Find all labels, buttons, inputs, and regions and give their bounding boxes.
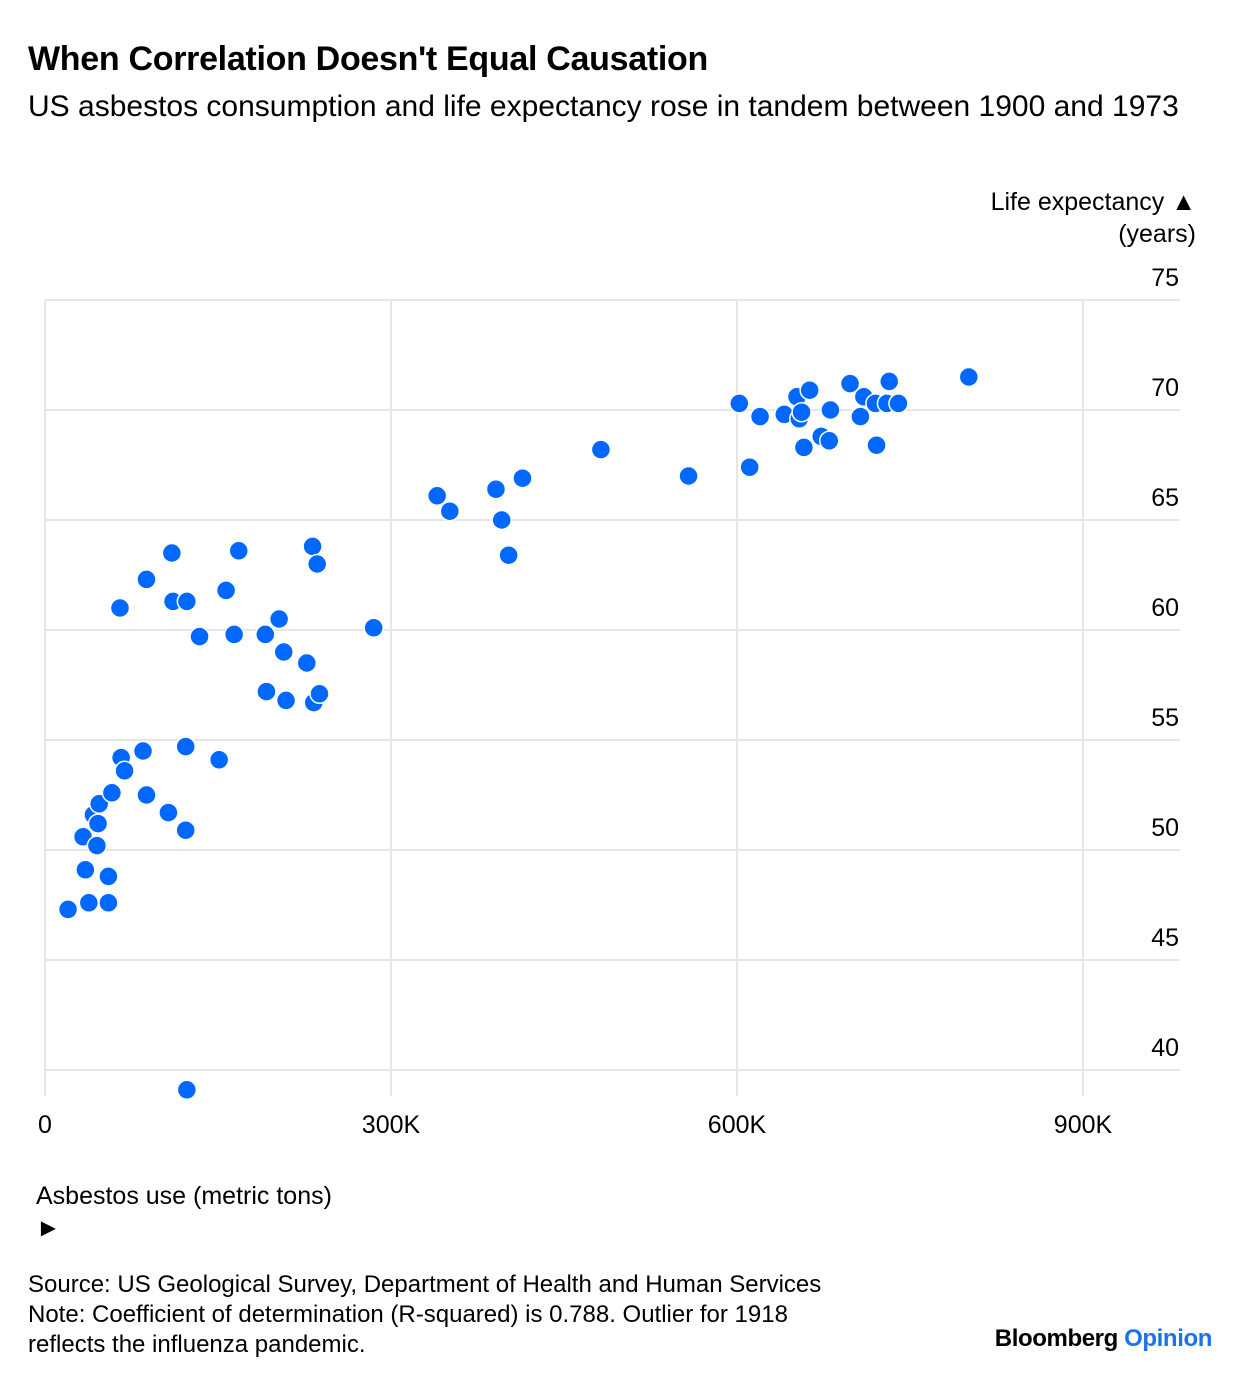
x-tick-label: 0 bbox=[38, 1111, 52, 1139]
data-point bbox=[175, 736, 196, 757]
x-tick-label: 600K bbox=[708, 1111, 767, 1139]
data-point bbox=[749, 406, 771, 427]
brand-bloomberg: Bloomberg bbox=[994, 1325, 1118, 1352]
data-point bbox=[309, 683, 330, 705]
data-point bbox=[306, 553, 328, 575]
data-point bbox=[729, 393, 750, 414]
data-point bbox=[78, 892, 100, 914]
y-tick-label: 70 bbox=[1151, 374, 1179, 402]
chart-title: When Correlation Doesn't Equal Causation bbox=[28, 40, 708, 78]
data-point bbox=[799, 379, 820, 401]
data-point bbox=[678, 465, 699, 487]
data-point bbox=[793, 437, 815, 458]
data-point bbox=[208, 749, 230, 771]
source-note: Source: US Geological Survey, Department… bbox=[28, 1271, 822, 1298]
note-line-1: Note: Coefficient of determination (R-sq… bbox=[28, 1301, 788, 1328]
data-point bbox=[866, 434, 887, 456]
y-tick-label: 65 bbox=[1151, 484, 1179, 512]
data-point bbox=[819, 430, 840, 452]
data-point bbox=[296, 652, 318, 674]
data-point bbox=[850, 406, 871, 427]
data-point bbox=[739, 456, 760, 478]
data-point bbox=[485, 478, 507, 500]
data-point bbox=[439, 500, 461, 522]
data-point bbox=[878, 371, 900, 392]
data-point-layer bbox=[57, 366, 980, 1101]
data-point bbox=[791, 401, 812, 423]
x-tick-label: 900K bbox=[1054, 1111, 1113, 1139]
data-point bbox=[75, 859, 96, 881]
data-point bbox=[512, 467, 533, 489]
data-point bbox=[176, 591, 198, 612]
brand-opinion: Opinion bbox=[1124, 1325, 1212, 1352]
y-axis-label: Life expectancy ▲ (years) bbox=[991, 186, 1196, 250]
data-point bbox=[132, 740, 154, 762]
data-point bbox=[426, 485, 448, 507]
x-tick-label: 300K bbox=[362, 1111, 421, 1139]
data-point bbox=[161, 542, 183, 564]
footer: Source: US Geological Survey, Department… bbox=[28, 1270, 821, 1360]
data-point bbox=[175, 819, 196, 841]
data-point bbox=[223, 624, 245, 645]
data-point bbox=[273, 641, 294, 663]
data-point bbox=[136, 569, 157, 590]
data-point bbox=[98, 892, 119, 914]
data-point bbox=[363, 617, 384, 639]
data-point bbox=[888, 393, 909, 414]
data-point bbox=[256, 681, 277, 702]
y-tick-label: 50 bbox=[1151, 814, 1179, 842]
y-tick-label: 75 bbox=[1151, 264, 1179, 292]
data-point bbox=[590, 439, 612, 460]
data-point bbox=[136, 784, 157, 806]
data-point bbox=[114, 760, 135, 782]
data-point bbox=[189, 626, 210, 647]
data-point bbox=[158, 802, 179, 823]
data-point bbox=[101, 782, 123, 804]
y-axis-label-line2: (years) bbox=[1118, 220, 1196, 248]
y-tick-label: 60 bbox=[1151, 594, 1179, 622]
data-point bbox=[57, 899, 79, 920]
data-point bbox=[228, 540, 250, 562]
y-tick-label: 55 bbox=[1151, 704, 1179, 732]
data-point bbox=[302, 536, 323, 557]
data-point bbox=[268, 608, 290, 630]
data-point bbox=[98, 866, 119, 887]
data-point bbox=[215, 580, 237, 601]
data-point bbox=[109, 597, 131, 619]
data-point bbox=[275, 690, 297, 711]
data-point bbox=[255, 624, 276, 645]
data-point bbox=[87, 813, 109, 834]
note-line-2: reflects the influenza pandemic. bbox=[28, 1331, 366, 1358]
data-point bbox=[958, 366, 980, 388]
data-point bbox=[839, 373, 861, 394]
data-point bbox=[176, 1079, 198, 1101]
y-tick-label: 45 bbox=[1151, 924, 1179, 952]
tick-label-layer: 75 70 65 60 55 50 45 40 0 300K 600K 900K bbox=[38, 264, 1179, 1139]
y-axis-label-line1: Life expectancy ▲ bbox=[990, 188, 1196, 216]
data-point bbox=[498, 544, 519, 566]
y-tick-label: 40 bbox=[1151, 1034, 1179, 1062]
chart-subtitle: US asbestos consumption and life expecta… bbox=[28, 90, 1179, 123]
data-point bbox=[86, 835, 108, 856]
brand-logo: Bloomberg Opinion bbox=[994, 1325, 1213, 1353]
data-point bbox=[491, 509, 512, 531]
grid-layer bbox=[44, 299, 1180, 1096]
data-point bbox=[820, 399, 841, 421]
x-axis-label: Asbestos use (metric tons) ► bbox=[36, 1182, 332, 1242]
